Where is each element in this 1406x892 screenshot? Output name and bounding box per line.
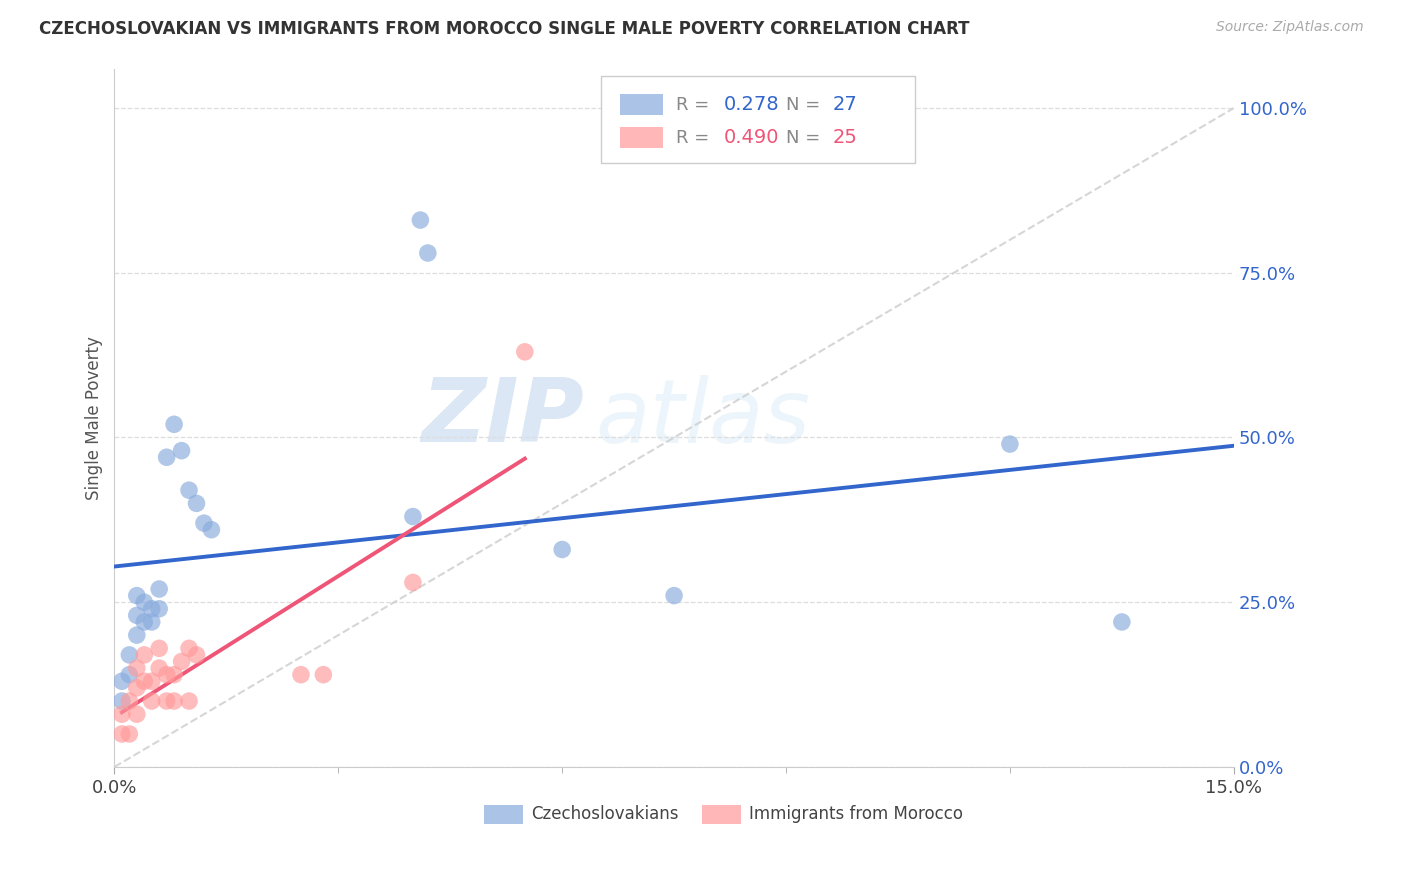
Point: [125, 589, 148, 603]
Point: [118, 727, 141, 741]
FancyBboxPatch shape: [620, 128, 662, 148]
Text: Source: ZipAtlas.com: Source: ZipAtlas.com: [1216, 20, 1364, 34]
Point: [125, 628, 148, 642]
Point: [312, 667, 335, 681]
Point: [118, 648, 141, 662]
Point: [551, 542, 574, 557]
Text: CZECHOSLOVAKIAN VS IMMIGRANTS FROM MOROCCO SINGLE MALE POVERTY CORRELATION CHART: CZECHOSLOVAKIAN VS IMMIGRANTS FROM MOROC…: [39, 20, 970, 37]
Point: [416, 246, 439, 260]
Point: [125, 608, 148, 623]
Point: [200, 523, 222, 537]
Point: [148, 582, 170, 596]
Point: [111, 694, 134, 708]
Point: [141, 601, 163, 615]
Point: [402, 575, 425, 590]
Point: [170, 443, 193, 458]
Point: [111, 674, 134, 689]
Text: R =: R =: [676, 95, 716, 114]
Point: [148, 661, 170, 675]
Point: [402, 509, 425, 524]
Point: [141, 674, 163, 689]
Text: R =: R =: [676, 128, 716, 146]
Point: [290, 667, 312, 681]
Text: Czechoslovakians: Czechoslovakians: [531, 805, 678, 823]
Point: [177, 641, 200, 656]
FancyBboxPatch shape: [602, 76, 915, 163]
FancyBboxPatch shape: [702, 805, 741, 824]
Point: [134, 615, 156, 629]
Point: [163, 667, 186, 681]
Point: [141, 694, 163, 708]
Y-axis label: Single Male Poverty: Single Male Poverty: [86, 335, 103, 500]
Text: 27: 27: [832, 95, 858, 114]
Point: [125, 681, 148, 695]
Text: 0.278: 0.278: [723, 95, 779, 114]
FancyBboxPatch shape: [484, 805, 523, 824]
Point: [111, 727, 134, 741]
Text: 0.490: 0.490: [723, 128, 779, 147]
Point: [141, 615, 163, 629]
Text: N =: N =: [786, 95, 827, 114]
Point: [148, 641, 170, 656]
Point: [134, 674, 156, 689]
Point: [156, 450, 179, 465]
Point: [170, 655, 193, 669]
Text: Immigrants from Morocco: Immigrants from Morocco: [749, 805, 963, 823]
Point: [163, 417, 186, 432]
Text: 25: 25: [832, 128, 858, 147]
Point: [1111, 615, 1133, 629]
Point: [125, 661, 148, 675]
FancyBboxPatch shape: [620, 95, 662, 115]
Point: [186, 648, 208, 662]
Point: [118, 694, 141, 708]
Text: ZIP: ZIP: [422, 375, 585, 461]
Text: N =: N =: [786, 128, 827, 146]
Point: [125, 707, 148, 722]
Point: [998, 437, 1021, 451]
Point: [409, 213, 432, 227]
Point: [177, 483, 200, 498]
Text: atlas: atlas: [596, 375, 811, 460]
Point: [134, 648, 156, 662]
Point: [156, 667, 179, 681]
Point: [193, 516, 215, 530]
Point: [156, 694, 179, 708]
Point: [118, 667, 141, 681]
Point: [513, 344, 536, 359]
Point: [111, 707, 134, 722]
Point: [163, 694, 186, 708]
Point: [662, 589, 685, 603]
Point: [134, 595, 156, 609]
Point: [186, 496, 208, 510]
Point: [177, 694, 200, 708]
Point: [148, 601, 170, 615]
